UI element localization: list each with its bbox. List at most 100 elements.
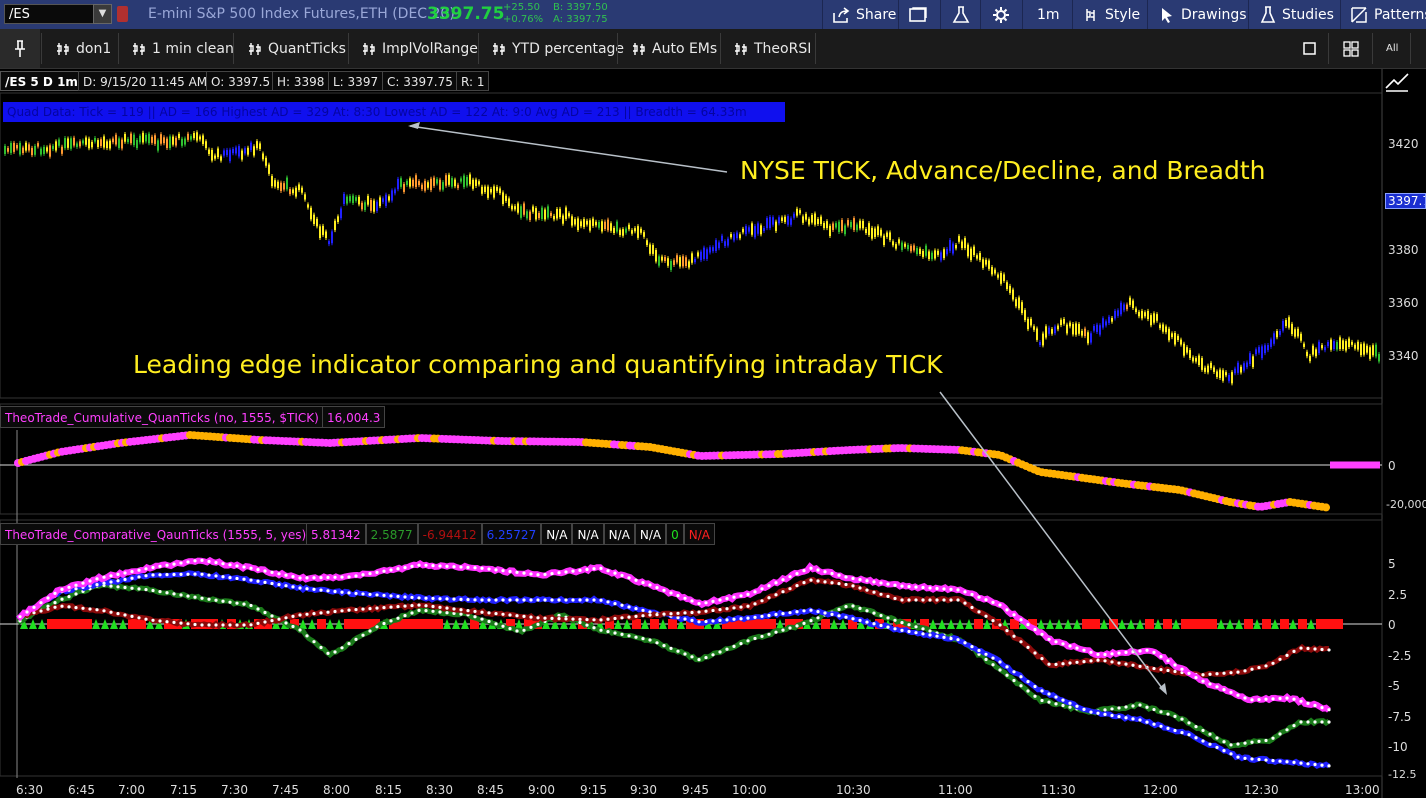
chart-symbol[interactable]: /ES 5 D 1m [0, 71, 83, 91]
magenta-series-dot [1208, 682, 1212, 686]
magenta-series-dot [291, 575, 295, 579]
blue-series-dot [1054, 695, 1058, 699]
candle-body [871, 227, 873, 239]
candle-body [1063, 318, 1065, 324]
indicator1-name[interactable]: TheoTrade_Cumulative_QuanTicks (no, 1555… [0, 406, 324, 428]
drawings-button[interactable]: Drawings [1159, 0, 1247, 29]
share-button[interactable]: Share [832, 0, 896, 29]
timeframe-button[interactable]: 1m [1037, 0, 1060, 29]
magenta-series-dot [214, 560, 218, 565]
candle-body [538, 213, 540, 219]
detach-button[interactable] [909, 0, 935, 29]
signal-triangle [938, 619, 946, 629]
studies-button[interactable]: Studies [1260, 0, 1334, 29]
blue-series-dot [487, 598, 491, 602]
signal-triangle [812, 619, 820, 629]
study-button-ytd[interactable]: YTD percentage [492, 29, 624, 68]
candle-body [199, 136, 201, 140]
study-button-1min[interactable]: 1 min clean [132, 29, 234, 68]
signal-block [407, 619, 416, 629]
all-button[interactable]: All [1386, 29, 1398, 68]
indicator2-name[interactable]: TheoTrade_Comparative_QaunTicks (1555, 5… [0, 523, 312, 545]
candle-body [430, 178, 432, 191]
green-series-dot [928, 629, 932, 633]
candle-body [268, 164, 270, 174]
link-icon[interactable] [117, 6, 128, 22]
study-toolbar [0, 29, 1426, 69]
signal-triangle [1100, 619, 1108, 629]
signal-triangle [1253, 619, 1261, 629]
candle-body [772, 217, 774, 225]
comparative-quanticks-series [0, 556, 1382, 769]
green-series-dot [1187, 721, 1191, 725]
candle-body [409, 178, 411, 187]
darkred-series-dot [753, 602, 757, 606]
flask-button[interactable] [952, 0, 976, 29]
candle-body [352, 195, 354, 204]
darkred-series-dot [1264, 664, 1268, 668]
blue-series-dot [235, 576, 239, 581]
study-button-implvolrange[interactable]: ImplVolRange [362, 29, 478, 68]
green-series-dot [319, 645, 323, 650]
magenta-series-dot [970, 592, 974, 597]
single-layout-button[interactable] [1303, 29, 1323, 68]
magenta-series-dot [123, 571, 127, 575]
magenta-series-dot [389, 568, 393, 572]
divider [118, 33, 119, 64]
grid-layout-button[interactable] [1343, 29, 1365, 68]
darkred-series-dot [1222, 671, 1226, 675]
candle-body [250, 142, 252, 151]
green-series-dot [1327, 720, 1331, 724]
signal-block [632, 619, 641, 629]
study-label: Auto EMs [652, 40, 718, 57]
green-series-dot [1173, 714, 1177, 718]
magenta-series-dot [1306, 701, 1310, 706]
study-button-don1[interactable]: don1 [56, 29, 111, 68]
magenta-series-dot [893, 583, 897, 587]
blue-series-dot [200, 572, 204, 576]
style-button[interactable]: Style [1083, 0, 1140, 29]
candle-body [886, 232, 888, 237]
blue-series-dot [1257, 757, 1261, 762]
green-series-dot [284, 621, 288, 625]
blue-series-dot [851, 617, 855, 621]
axis-settings-icon[interactable] [1385, 73, 1409, 92]
magenta-series-dot [466, 565, 470, 570]
candle-body [853, 218, 855, 231]
magenta-series-dot [1250, 698, 1254, 702]
candle-body [1192, 357, 1194, 362]
darkred-series-dot [361, 607, 365, 611]
patterns-button[interactable]: Patterns [1350, 0, 1426, 29]
study-button-auto-ems[interactable]: Auto EMs [632, 29, 717, 68]
study-label: don1 [76, 40, 112, 57]
candle-body [202, 135, 204, 145]
darkred-series-dot [501, 612, 505, 616]
darkred-series-dot [1257, 665, 1261, 670]
settings-button[interactable] [992, 0, 1016, 29]
magenta-series-dot [74, 583, 78, 587]
study-button-quantticks[interactable]: QuantTicks [248, 29, 346, 68]
blue-series-dot [452, 597, 456, 601]
darkred-series-dot [53, 605, 57, 609]
darkred-series-dot [641, 614, 645, 618]
blue-series-dot [277, 583, 281, 587]
candle-body [607, 219, 609, 231]
magenta-series-dot [746, 592, 750, 597]
darkred-series-dot [1117, 661, 1121, 665]
blue-series-dot [179, 572, 183, 576]
candle-body [124, 133, 126, 142]
darkred-series-dot [396, 604, 400, 609]
ask-price: A: 3397.75 [553, 14, 608, 25]
candle-body [913, 245, 915, 251]
candle-icon [633, 42, 645, 55]
blue-series-dot [459, 597, 463, 601]
study-button-theorsi[interactable]: TheoRSI [734, 29, 811, 68]
magenta-series-dot [333, 575, 337, 579]
pin-button[interactable] [0, 29, 40, 68]
candle-body [934, 250, 936, 259]
blue-series-dot [1285, 760, 1289, 764]
symbol-dropdown-button[interactable]: ▼ [93, 4, 112, 24]
blue-series-dot [718, 618, 722, 623]
darkred-series-dot [494, 612, 498, 616]
